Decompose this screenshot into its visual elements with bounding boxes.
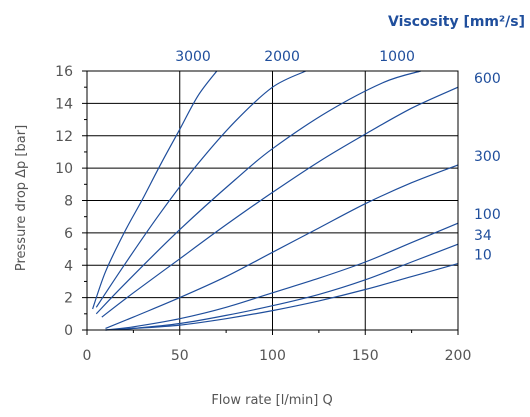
series-lines [92, 70, 459, 331]
x-tick-label: 200 [445, 348, 472, 364]
series-label-100: 100 [474, 207, 501, 223]
grid-layer [86, 70, 459, 331]
y-tick-label: 16 [55, 64, 73, 80]
y-tick-label: 8 [64, 194, 73, 210]
series-line-1000 [95, 70, 422, 315]
series-label-600: 600 [474, 71, 501, 87]
x-tick-label: 100 [259, 348, 286, 364]
y-tick-label: 2 [64, 291, 73, 307]
series-line-300 [105, 164, 459, 329]
series-label-1000: 1000 [379, 49, 415, 65]
legend-title: Viscosity [mm²/s] [388, 14, 525, 30]
labels-layer: 0 2 4 6 8 10 12 14 16 0 50 100 150 200 3000 2000 1000 600… [55, 49, 501, 364]
series-label-34: 34 [474, 228, 492, 244]
x-tick-label: 0 [83, 348, 92, 364]
series-label-300: 300 [474, 149, 501, 165]
series-line-100 [105, 222, 459, 331]
plot-frame [82, 70, 459, 335]
series-line-600 [101, 86, 459, 318]
series-line-2000 [95, 70, 307, 308]
y-tick-label: 10 [55, 161, 73, 177]
y-tick-label: 0 [64, 323, 73, 339]
series-line-3000 [92, 70, 218, 310]
x-axis-title: Flow rate [l/min] Q [211, 393, 332, 408]
y-tick-label: 12 [55, 129, 73, 145]
series-line-10 [105, 263, 459, 331]
y-axis-title: Pressure drop Δp [bar] [14, 125, 29, 271]
x-tick-label: 150 [352, 348, 379, 364]
y-tick-label: 6 [64, 226, 73, 242]
y-tick-label: 4 [64, 258, 73, 274]
y-tick-label: 14 [55, 96, 73, 112]
series-label-3000: 3000 [175, 49, 211, 65]
series-line-34 [105, 243, 459, 331]
x-tick-label: 50 [171, 348, 189, 364]
plot-border [86, 70, 459, 331]
series-label-2000: 2000 [264, 49, 300, 65]
series-label-10: 10 [474, 248, 492, 264]
